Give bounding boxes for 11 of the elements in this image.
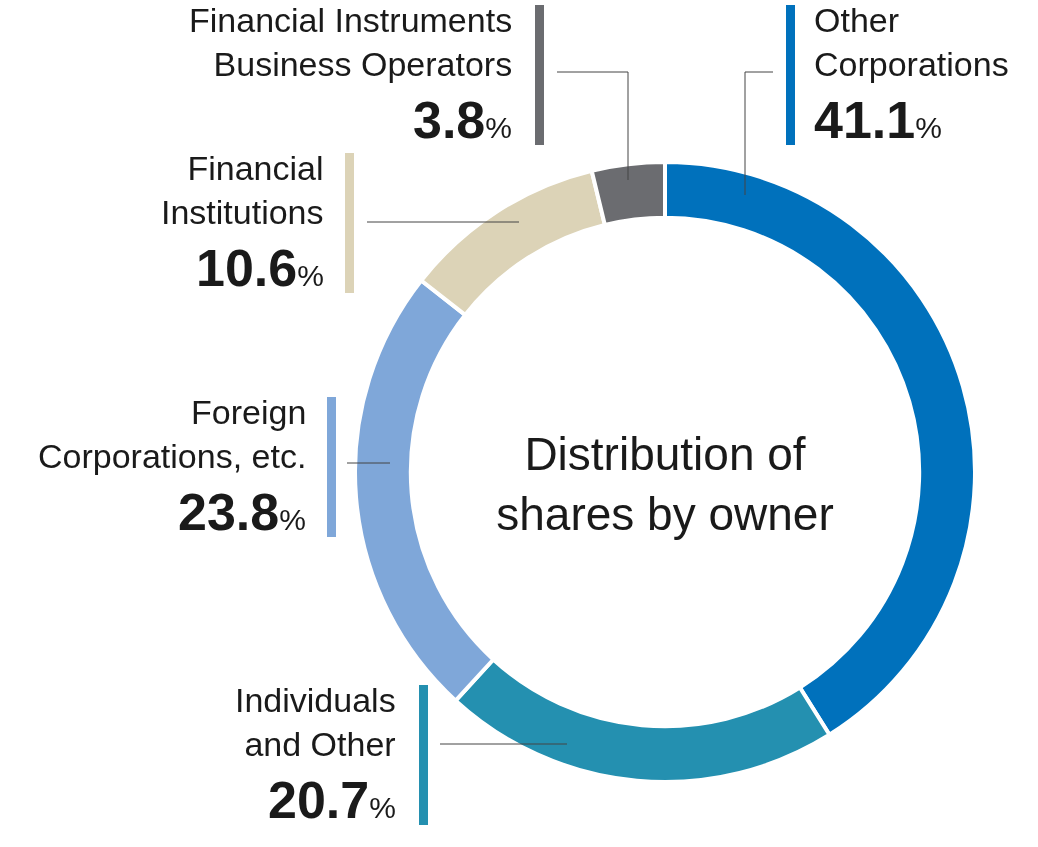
data-label: 41.1% xyxy=(814,91,942,149)
slice-label: Individuals and Other xyxy=(235,681,396,764)
data-label: 3.8% xyxy=(413,91,512,149)
slice-label: Financial Institutions xyxy=(161,149,324,232)
data-label: 10.6% xyxy=(196,239,324,297)
slice-label: Other Corporations xyxy=(814,1,1009,84)
data-label: 20.7% xyxy=(268,771,396,829)
text: Distribution of shares by owner xyxy=(496,428,834,540)
data-label: 23.8% xyxy=(178,483,306,541)
slice-label: Financial Instruments Business Operators xyxy=(189,1,513,84)
slice-label: Foreign Corporations, etc. xyxy=(38,393,307,476)
